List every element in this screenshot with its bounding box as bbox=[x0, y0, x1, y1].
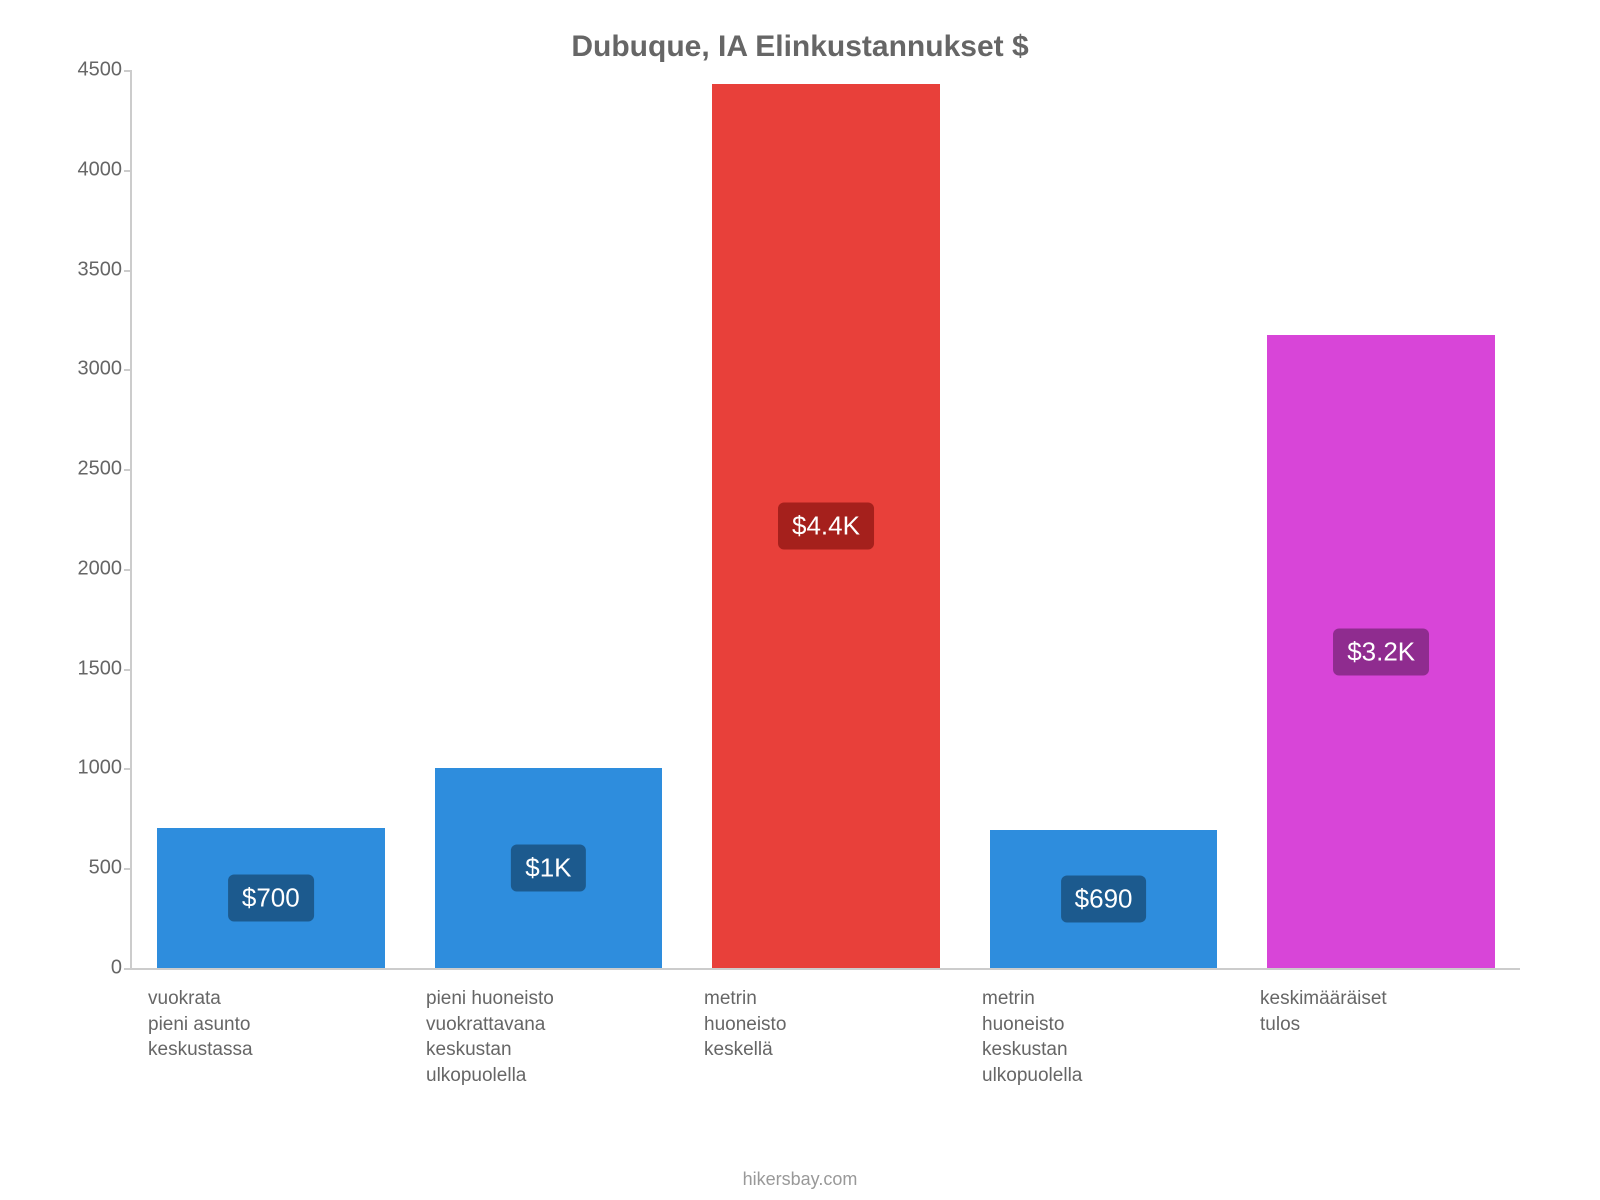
y-tick-mark bbox=[124, 669, 132, 671]
y-tick-mark bbox=[124, 70, 132, 72]
attribution: hikersbay.com bbox=[60, 1169, 1540, 1190]
x-label-slot: pieni huoneisto vuokrattavana keskustan … bbox=[408, 986, 686, 1089]
bar: $700 bbox=[157, 828, 385, 968]
y-tick-mark bbox=[124, 868, 132, 870]
bar-value-label: $700 bbox=[228, 875, 314, 922]
y-tick-label: 1500 bbox=[62, 657, 122, 680]
y-tick-label: 2500 bbox=[62, 458, 122, 481]
y-tick-mark bbox=[124, 469, 132, 471]
x-axis-label: metrin huoneisto keskustan ulkopuolella bbox=[982, 986, 1242, 1089]
y-tick-mark bbox=[124, 170, 132, 172]
x-axis-label: vuokrata pieni asunto keskustassa bbox=[148, 986, 408, 1063]
plot-area: $700$1K$4.4K$690$3.2K 050010001500200025… bbox=[130, 70, 1520, 970]
x-label-slot: keskimääräiset tulos bbox=[1242, 986, 1520, 1089]
bar-value-label: $1K bbox=[511, 845, 585, 892]
y-tick-label: 4500 bbox=[62, 59, 122, 82]
bar-slot: $1K bbox=[410, 70, 688, 968]
x-label-slot: metrin huoneisto keskustan ulkopuolella bbox=[964, 986, 1242, 1089]
y-tick-label: 4000 bbox=[62, 158, 122, 181]
x-axis-labels: vuokrata pieni asunto keskustassapieni h… bbox=[130, 986, 1520, 1089]
bar: $4.4K bbox=[712, 84, 940, 968]
y-tick-mark bbox=[124, 270, 132, 272]
chart-title: Dubuque, IA Elinkustannukset $ bbox=[60, 30, 1540, 64]
x-axis-label: keskimääräiset tulos bbox=[1260, 986, 1520, 1037]
x-label-slot: vuokrata pieni asunto keskustassa bbox=[130, 986, 408, 1089]
y-tick-label: 2000 bbox=[62, 557, 122, 580]
y-tick-mark bbox=[124, 768, 132, 770]
bars-container: $700 $1K $4.4K $690 $3.2K bbox=[132, 70, 1520, 968]
bar-value-label: $4.4K bbox=[778, 502, 874, 549]
y-tick-label: 3000 bbox=[62, 358, 122, 381]
bar: $690 bbox=[990, 830, 1218, 968]
bar-slot: $700 bbox=[132, 70, 410, 968]
chart-container: Dubuque, IA Elinkustannukset $ $700 $1K $4… bbox=[60, 30, 1540, 1130]
y-tick-mark bbox=[124, 968, 132, 970]
x-axis-label: metrin huoneisto keskellä bbox=[704, 986, 964, 1063]
y-tick-label: 1000 bbox=[62, 757, 122, 780]
y-tick-mark bbox=[124, 569, 132, 571]
bar-slot: $3.2K bbox=[1242, 70, 1520, 968]
x-label-slot: metrin huoneisto keskellä bbox=[686, 986, 964, 1089]
bar-slot: $690 bbox=[965, 70, 1243, 968]
bar-value-label: $3.2K bbox=[1333, 628, 1429, 675]
bar: $3.2K bbox=[1267, 335, 1495, 968]
y-tick-label: 0 bbox=[62, 957, 122, 980]
x-axis-label: pieni huoneisto vuokrattavana keskustan … bbox=[426, 986, 686, 1089]
bar-value-label: $690 bbox=[1061, 876, 1147, 923]
bar: $1K bbox=[435, 768, 663, 968]
y-tick-mark bbox=[124, 369, 132, 371]
y-tick-label: 3500 bbox=[62, 258, 122, 281]
bar-slot: $4.4K bbox=[687, 70, 965, 968]
y-tick-label: 500 bbox=[62, 857, 122, 880]
